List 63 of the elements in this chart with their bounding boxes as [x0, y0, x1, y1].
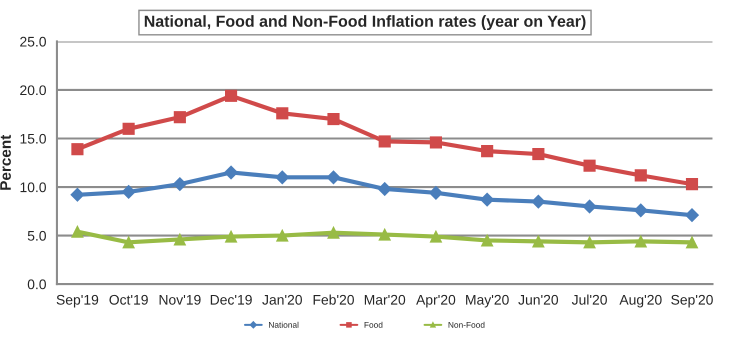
y-tick-label: 5.0 [28, 230, 46, 241]
point [276, 229, 288, 242]
x-tick-label: Oct'19 [109, 294, 148, 305]
point [531, 194, 546, 208]
legend-label: Food [364, 322, 382, 328]
point [172, 177, 187, 192]
legend-label: Non-Food [448, 322, 484, 328]
point [122, 236, 135, 248]
point [532, 235, 544, 248]
point [582, 200, 596, 214]
y-axis-title: Percent [0, 134, 11, 190]
point [327, 226, 340, 239]
x-tick-label: Nov'19 [160, 294, 201, 305]
point [70, 188, 84, 202]
point [634, 235, 647, 248]
point [174, 233, 186, 246]
x-tick-label: Jul'20 [572, 294, 607, 305]
point [686, 236, 698, 248]
x-tick-label: May'20 [466, 294, 509, 308]
y-tick-label: 15.0 [20, 134, 46, 144]
x-tick-label: Aug'20 [619, 294, 662, 308]
y-tick-label: 0.0 [28, 279, 46, 290]
point [276, 107, 288, 120]
point [430, 136, 442, 148]
point [532, 148, 544, 160]
point [685, 208, 699, 222]
point [122, 184, 136, 199]
x-tick-label: Dec'19 [210, 294, 252, 305]
point [122, 122, 135, 135]
point [481, 234, 494, 246]
point [634, 169, 647, 182]
y-tick-label: 25.0 [20, 36, 46, 47]
point [634, 203, 648, 218]
point [71, 143, 84, 156]
point [429, 186, 443, 200]
legend-label: National [269, 322, 298, 328]
point [583, 160, 596, 172]
point [686, 178, 698, 190]
point [378, 135, 391, 148]
point [583, 236, 596, 248]
point [481, 145, 494, 158]
point [480, 192, 494, 207]
point [326, 170, 340, 184]
point [327, 113, 340, 126]
point [378, 228, 391, 241]
y-tick-label: 10.0 [20, 182, 46, 192]
x-tick-label: Sep'19 [56, 294, 98, 308]
x-tick-label: Feb'20 [314, 294, 354, 305]
point [378, 182, 392, 196]
y-tick-label: 20.0 [20, 85, 46, 96]
point [430, 230, 442, 243]
chart-title: National, Food and Non-Food Inflation rates (year on Year) [144, 15, 586, 30]
x-tick-label: Jun'20 [518, 294, 558, 305]
point [224, 90, 238, 102]
point [174, 111, 186, 124]
x-tick-label: Apr'20 [416, 294, 456, 308]
point [275, 170, 290, 184]
point [224, 166, 238, 180]
point [224, 230, 238, 243]
x-tick-label: Mar'20 [364, 294, 406, 305]
point [71, 226, 84, 238]
x-tick-label: Jan'20 [262, 294, 302, 305]
x-tick-label: Sep'20 [671, 294, 713, 308]
